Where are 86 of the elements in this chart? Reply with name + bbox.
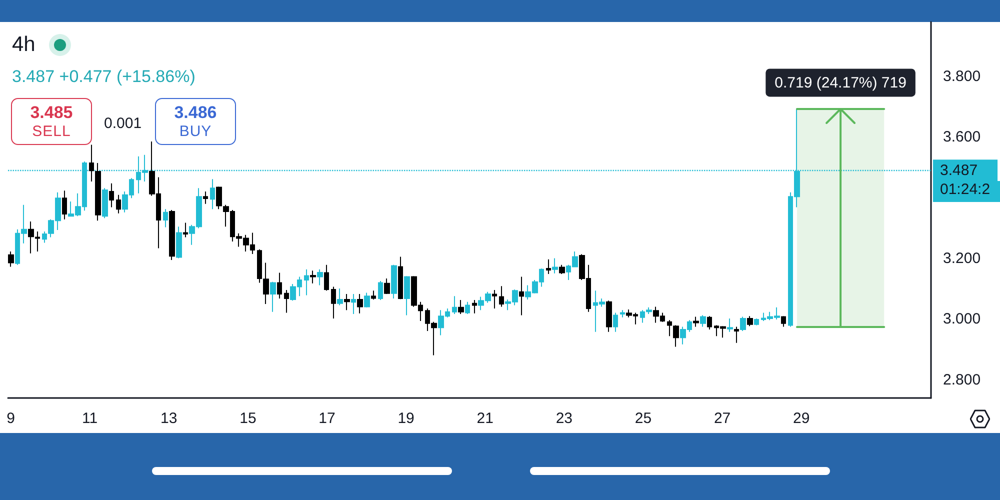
candlestick [472, 300, 477, 314]
candlestick [317, 268, 323, 286]
candlestick [740, 316, 746, 332]
x-tick-label: 15 [240, 410, 256, 427]
annotation: 3.485 [30, 102, 73, 122]
candlestick [310, 270, 316, 284]
candlestick [499, 286, 504, 308]
candlestick [559, 264, 565, 274]
candlestick [344, 293, 350, 311]
candlestick [28, 221, 34, 254]
candlestick [337, 288, 343, 306]
candlestick [371, 290, 376, 300]
band-label: 0.719 (24.17%) 719 [774, 74, 906, 92]
candlestick [398, 256, 403, 300]
y-tick-label: 2.800 [943, 371, 981, 388]
y-tick-label: 3.600 [943, 128, 981, 146]
candlestick [378, 280, 383, 301]
x-tick-label: 27 [714, 410, 731, 427]
candlestick [492, 290, 497, 310]
candlestick [781, 316, 786, 328]
candlestick [458, 300, 464, 315]
x-tick-label: 29 [793, 410, 810, 427]
x-tick-label: 9 [6, 410, 15, 427]
candlestick [613, 312, 618, 332]
candlestick [673, 324, 679, 348]
candlestick [727, 318, 733, 332]
text: 01:24:2 [933, 181, 1000, 202]
candlestick [754, 318, 759, 326]
x-tick-label: 11 [82, 410, 98, 427]
y-tick-label: 3.200 [943, 250, 981, 268]
candlestick [391, 264, 397, 300]
candlestick [452, 296, 457, 315]
candlestick [270, 281, 276, 312]
candlestick [210, 178, 215, 210]
text: 3.487 +0.477 (+15.86%) [12, 67, 196, 87]
candlestick [331, 286, 336, 320]
candlestick [324, 264, 329, 292]
candlestick [465, 301, 470, 315]
x-tick-label: 19 [398, 410, 414, 427]
candlestick [62, 190, 67, 220]
candlestick [700, 314, 706, 328]
candlestick [351, 293, 356, 315]
candlestick [116, 194, 121, 214]
candlestick [364, 292, 370, 308]
candlestick [357, 293, 363, 314]
candlestick [734, 326, 739, 344]
candlestick [8, 251, 14, 268]
y-tick-label: 3.800 [943, 68, 981, 86]
x-tick-label: 23 [556, 410, 573, 427]
x-tick-label: 25 [634, 410, 652, 427]
candlestick [284, 290, 289, 314]
candlestick [546, 258, 551, 274]
y-tick-label: 3.000 [943, 310, 981, 328]
candlestick [552, 258, 558, 274]
candlestick [102, 188, 108, 219]
x-tick-label: 17 [318, 410, 336, 427]
candlestick [404, 276, 410, 316]
candlestick [169, 210, 175, 261]
candlestick [620, 310, 625, 318]
candlestick [304, 268, 309, 296]
candlestick [277, 272, 282, 300]
sell-button: 3.485 SELL [11, 98, 92, 145]
candlestick [95, 162, 101, 222]
candlestick [35, 231, 40, 252]
candlestick [667, 320, 672, 337]
candlestick [176, 226, 182, 259]
candlestick [519, 276, 524, 316]
candlestick [183, 222, 188, 238]
candlestick [203, 191, 208, 204]
candlestick [693, 316, 699, 328]
annotation: SELL [32, 122, 71, 140]
x-tick-label: 21 [476, 410, 494, 427]
annotation: 3.486 [174, 102, 217, 122]
buy-button: 3.486 BUY [155, 98, 236, 145]
candlestick [606, 300, 612, 332]
candlestick [89, 144, 94, 182]
candlestick [163, 208, 168, 228]
candlestick [109, 182, 114, 208]
ref-line-label: 3.487 [940, 162, 978, 180]
text: 4h [12, 33, 36, 57]
annotation: BUY [179, 122, 212, 140]
candlestick [384, 278, 390, 294]
candlestick [747, 316, 753, 327]
x-tick-label: 13 [160, 410, 178, 427]
candlestick [707, 316, 712, 330]
annotation: 0.001 [104, 115, 142, 132]
